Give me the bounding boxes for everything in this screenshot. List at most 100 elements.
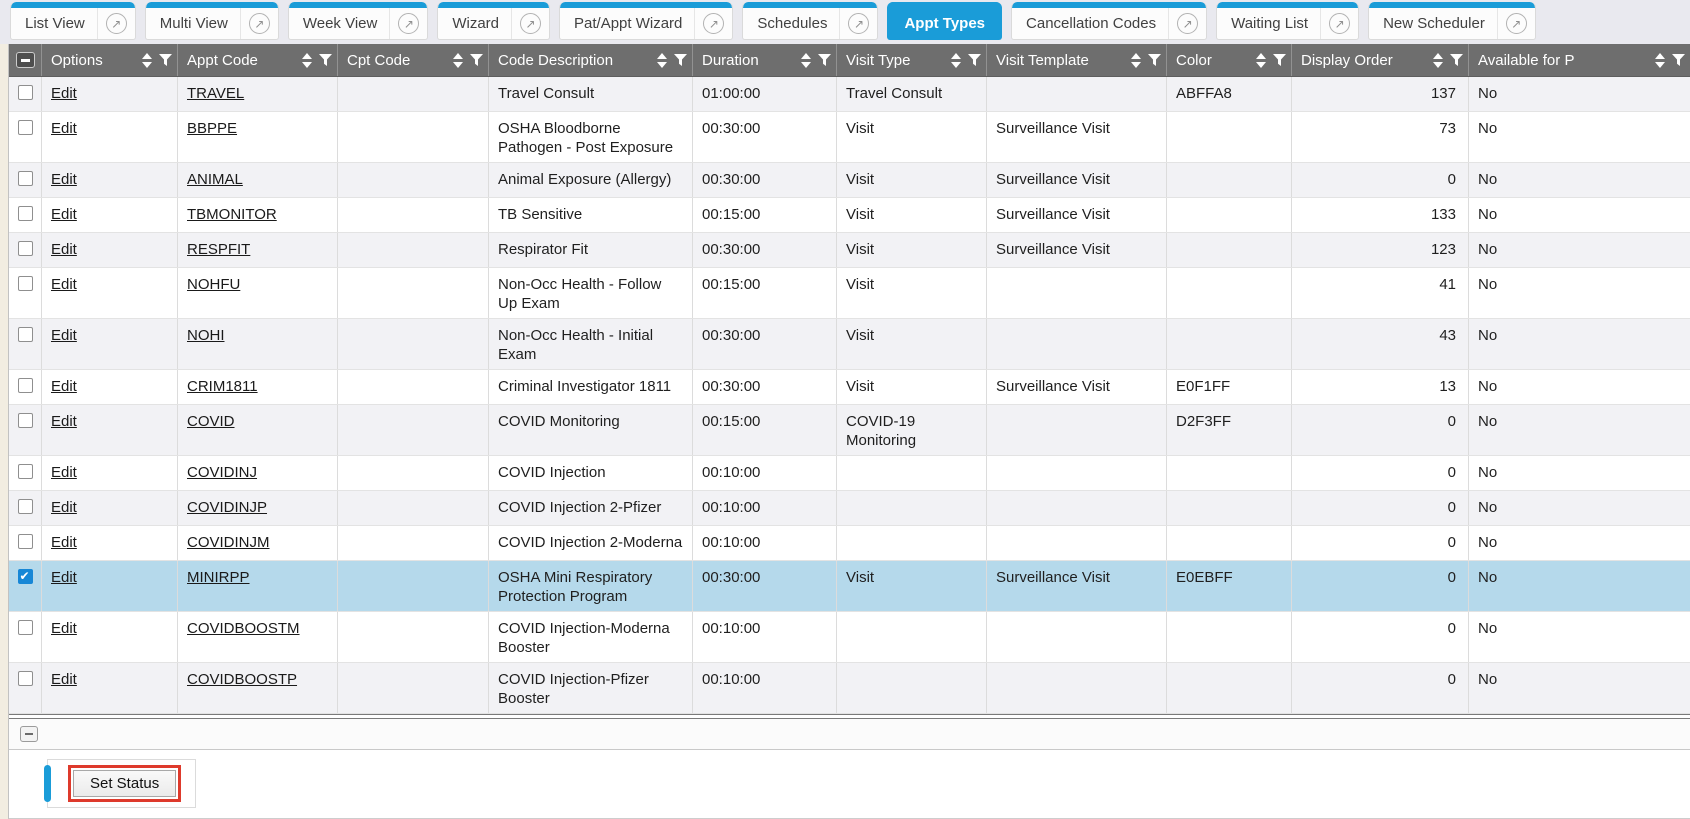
filter-funnel-icon[interactable] (319, 54, 332, 66)
tab-new-scheduler[interactable]: New Scheduler ↗ (1368, 2, 1536, 40)
edit-link[interactable]: Edit (51, 120, 77, 137)
edit-link[interactable]: Edit (51, 85, 77, 102)
tab-pat-appt-wizard[interactable]: Pat/Appt Wizard ↗ (559, 2, 734, 40)
sort-icon[interactable] (1256, 52, 1266, 68)
cell-visit-type: COVID-19 Monitoring (836, 405, 986, 455)
edit-link[interactable]: Edit (51, 413, 77, 430)
edit-link[interactable]: Edit (51, 378, 77, 395)
set-status-button[interactable]: Set Status (73, 770, 177, 797)
row-checkbox[interactable] (17, 378, 33, 393)
appt-code-link[interactable]: MINIRPP (187, 569, 250, 586)
appt-code-link[interactable]: BBPPE (187, 120, 238, 137)
sort-icon[interactable] (657, 52, 667, 68)
tab-cancellation-codes[interactable]: Cancellation Codes ↗ (1011, 2, 1208, 40)
row-checkbox[interactable] (17, 620, 33, 635)
edit-link[interactable]: Edit (51, 534, 77, 551)
collapse-toggle-icon[interactable] (20, 726, 38, 742)
tab-appt-types[interactable]: Appt Types (887, 2, 1003, 40)
sort-icon[interactable] (453, 52, 463, 68)
appt-code-link[interactable]: COVIDINJP (187, 499, 268, 516)
edit-link[interactable]: Edit (51, 569, 77, 586)
appt-code-link[interactable]: NOHFU (187, 276, 241, 293)
open-in-new-window-icon[interactable]: ↗ (694, 8, 732, 39)
appt-code-link[interactable]: COVIDINJ (187, 464, 258, 481)
open-in-new-window-icon[interactable]: ↗ (389, 8, 427, 39)
open-in-new-window-icon[interactable]: ↗ (239, 8, 278, 39)
row-checkbox[interactable] (17, 534, 33, 549)
cell-duration: 00:30:00 (692, 370, 836, 404)
row-checkbox[interactable] (17, 120, 33, 135)
tab-schedules[interactable]: Schedules ↗ (742, 2, 879, 40)
filter-funnel-icon[interactable] (818, 54, 831, 66)
cell-display-order: 123 (1291, 233, 1468, 267)
row-checkbox[interactable] (17, 85, 33, 100)
row-checkbox[interactable] (17, 499, 33, 514)
tab-waiting-list[interactable]: Waiting List ↗ (1216, 2, 1360, 40)
tab-multi-view[interactable]: Multi View ↗ (144, 2, 279, 40)
tab-list-view[interactable]: List View ↗ (10, 2, 136, 40)
collapse-all-toggle-icon[interactable] (15, 52, 35, 68)
open-in-new-window-icon[interactable]: ↗ (1320, 8, 1358, 39)
appt-code-link[interactable]: COVIDINJM (187, 534, 270, 551)
sort-icon[interactable] (1433, 52, 1443, 68)
edit-link[interactable]: Edit (51, 206, 77, 223)
appt-code-link[interactable]: CRIM1811 (187, 378, 258, 395)
appt-code-link[interactable]: COVIDBOOSTM (187, 620, 300, 637)
appt-code-link[interactable]: NOHI (187, 327, 225, 344)
cell-color: D2F3FF (1166, 405, 1291, 455)
open-in-new-window-icon[interactable]: ↗ (511, 8, 549, 39)
filter-funnel-icon[interactable] (968, 54, 981, 66)
row-checkbox[interactable] (17, 671, 33, 686)
row-checkbox[interactable] (17, 569, 33, 584)
appt-code-link[interactable]: TRAVEL (187, 85, 245, 102)
row-checkbox[interactable] (17, 206, 33, 221)
open-in-new-window-icon[interactable]: ↗ (839, 8, 877, 39)
sort-icon[interactable] (801, 52, 811, 68)
column-header-appt-code: Appt Code (177, 44, 337, 76)
filter-funnel-icon[interactable] (159, 54, 172, 66)
edit-link[interactable]: Edit (51, 276, 77, 293)
edit-link[interactable]: Edit (51, 671, 77, 688)
cell-duration: 00:15:00 (692, 198, 836, 232)
grid-splitter[interactable] (9, 714, 1690, 719)
row-checkbox[interactable] (17, 276, 33, 291)
row-checkbox[interactable] (17, 241, 33, 256)
appt-code-link[interactable]: ANIMAL (187, 171, 243, 188)
row-checkbox[interactable] (17, 327, 33, 342)
open-in-new-window-icon[interactable]: ↗ (1168, 8, 1206, 39)
sort-icon[interactable] (1131, 52, 1141, 68)
open-in-new-window-icon[interactable]: ↗ (1496, 8, 1535, 39)
appt-code-link[interactable]: COVID (187, 413, 235, 430)
sort-icon[interactable] (951, 52, 961, 68)
cell-cpt-code (337, 198, 488, 232)
tab-label: Cancellation Codes (1026, 15, 1157, 32)
sort-icon[interactable] (302, 52, 312, 68)
appt-code-link[interactable]: RESPFIT (187, 241, 251, 258)
filter-funnel-icon[interactable] (1148, 54, 1161, 66)
edit-link[interactable]: Edit (51, 464, 77, 481)
edit-link[interactable]: Edit (51, 327, 77, 344)
appt-code-link[interactable]: TBMONITOR (187, 206, 277, 223)
row-checkbox[interactable] (17, 413, 33, 428)
filter-funnel-icon[interactable] (470, 54, 483, 66)
tab-wizard[interactable]: Wizard ↗ (437, 2, 551, 40)
sort-icon[interactable] (142, 52, 152, 68)
filter-funnel-icon[interactable] (1450, 54, 1463, 66)
cell-appt-code: BBPPE (177, 112, 337, 162)
table-row: Edit RESPFIT Respirator Fit 00:30:00 Vis… (9, 233, 1690, 268)
tab-week-view[interactable]: Week View ↗ (287, 2, 429, 40)
filter-funnel-icon[interactable] (1273, 54, 1286, 66)
edit-link[interactable]: Edit (51, 620, 77, 637)
edit-link[interactable]: Edit (51, 241, 77, 258)
row-checkbox[interactable] (17, 464, 33, 479)
edit-link[interactable]: Edit (51, 171, 77, 188)
sort-icon[interactable] (1655, 52, 1665, 68)
cell-visit-template: Surveillance Visit (986, 370, 1166, 404)
filter-funnel-icon[interactable] (1672, 54, 1685, 66)
filter-funnel-icon[interactable] (674, 54, 687, 66)
row-checkbox[interactable] (17, 171, 33, 186)
cell-appt-code: COVIDBOOSTP (177, 663, 337, 713)
appt-code-link[interactable]: COVIDBOOSTP (187, 671, 298, 688)
edit-link[interactable]: Edit (51, 499, 77, 516)
open-in-new-window-icon[interactable]: ↗ (96, 8, 135, 39)
